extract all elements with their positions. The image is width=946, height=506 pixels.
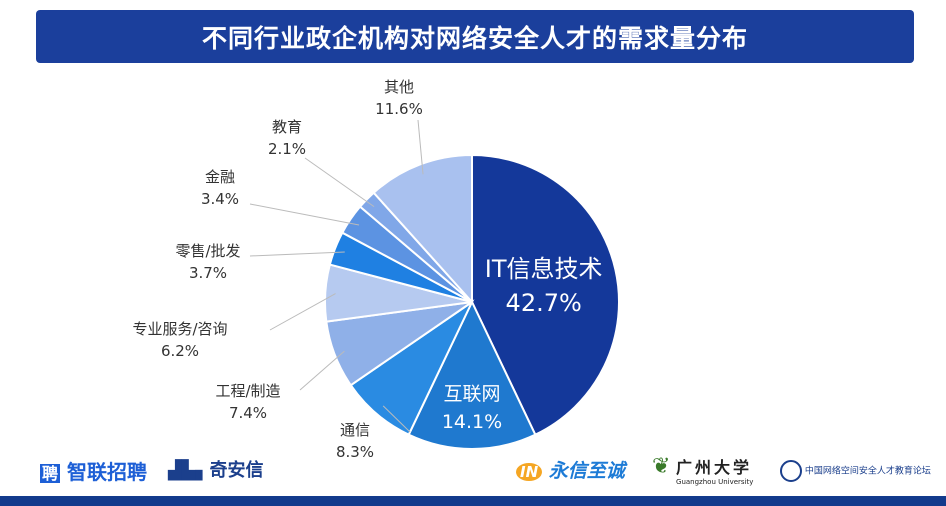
slice-label-name: 其他 <box>383 78 414 96</box>
yongxin-icon: IN <box>516 463 543 481</box>
slice-label: 互联网 14.1% <box>427 380 517 436</box>
yongxin-text: 永信至诚 <box>548 460 625 482</box>
title-bar: 不同行业政企机构对网络安全人才的需求量分布 <box>36 10 914 63</box>
slice-label-value: 3.7% <box>188 264 228 282</box>
zhaopin-icon: 聘 <box>40 464 61 483</box>
slice-label-name: 互联网 <box>443 382 501 405</box>
alliance-icon <box>780 460 802 482</box>
yongxin-logo: IN 永信至诚 <box>516 456 625 483</box>
qianxin-logo: ▟▙▖奇安信 <box>168 456 264 482</box>
alliance-text: 中国网络空间安全人才教育论坛 <box>804 466 931 477</box>
slice-label-name: 金融 <box>204 168 235 186</box>
leader-line <box>249 203 360 226</box>
gzhu-logo: ❦ 广州大学 Guangzhou University <box>652 454 753 486</box>
slice-label: 通信 8.3% <box>295 419 415 463</box>
leader-line <box>304 157 375 208</box>
slice-label-value: 11.6% <box>375 100 423 118</box>
pie-slice <box>407 299 537 450</box>
leader-line <box>249 251 345 257</box>
bottom-bar <box>0 496 946 506</box>
slice-label: IT信息技术 42.7% <box>469 252 619 320</box>
slice-label-value: 42.7% <box>505 288 582 317</box>
slice-label-name: 零售/批发 <box>175 242 241 260</box>
gzhu-en-text: Guangzhou University <box>676 478 754 486</box>
gzhu-icon: ❦ <box>652 454 671 479</box>
slice-label-name: 通信 <box>339 421 370 439</box>
slice-label: 零售/批发 3.7% <box>148 240 268 284</box>
slice-label-value: 6.2% <box>160 342 200 360</box>
slice-label-value: 3.4% <box>200 190 240 208</box>
slice-label-name: 教育 <box>271 118 302 136</box>
gzhu-text: 广州大学 <box>676 458 753 477</box>
leader-line <box>269 293 336 331</box>
slice-label-name: 专业服务/咨询 <box>132 320 228 338</box>
zhaopin-text: 智联招聘 <box>66 460 147 484</box>
slice-label-value: 8.3% <box>335 443 375 461</box>
slice-label-name: IT信息技术 <box>484 254 603 283</box>
slice-label: 教育 2.1% <box>227 116 347 160</box>
chart-title: 不同行业政企机构对网络安全人才的需求量分布 <box>201 23 748 53</box>
slice-label-name: 工程/制造 <box>215 382 281 400</box>
leader-line <box>382 405 411 433</box>
slice-label-value: 14.1% <box>441 410 503 433</box>
leader-line <box>299 350 345 391</box>
pie-slice <box>372 153 473 305</box>
leader-line <box>417 119 424 175</box>
slice-label: 工程/制造 7.4% <box>188 380 308 424</box>
slice-label: 其他 11.6% <box>339 76 459 120</box>
qianxin-text: 奇安信 <box>209 460 264 481</box>
qianxin-icon: ▟▙▖ <box>168 460 210 481</box>
pie-slice <box>471 153 620 437</box>
slice-label: 专业服务/咨询 6.2% <box>120 318 240 362</box>
zhaopin-logo: 聘 智联招聘 <box>40 456 147 485</box>
alliance-logo: 中国网络空间安全人才教育论坛 <box>780 460 931 482</box>
slice-label: 金融 3.4% <box>160 166 280 210</box>
slice-label-value: 2.1% <box>267 140 307 158</box>
slice-label-value: 7.4% <box>228 404 268 422</box>
